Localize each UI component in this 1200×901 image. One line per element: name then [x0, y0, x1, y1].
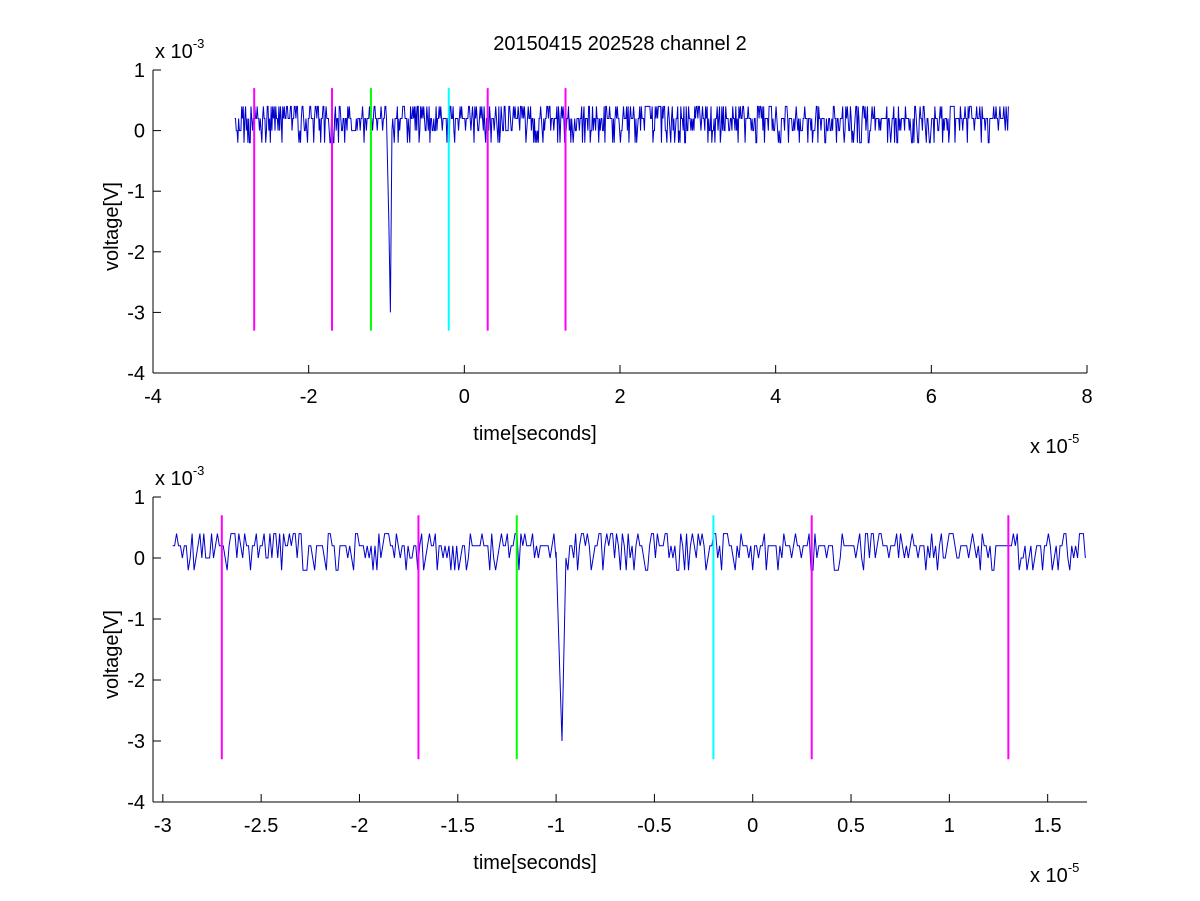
y-tick-label: -1 [127, 181, 145, 203]
chart-title: 20150415 202528 channel 2 [493, 33, 747, 55]
y-exponent-label: x 10-3 [155, 36, 204, 63]
voltage-series-line [234, 105, 1009, 313]
y-tick-label: -3 [127, 302, 145, 324]
x-axis-label: time[seconds] [473, 852, 596, 874]
y-exponent-power: -3 [193, 36, 205, 51]
y-axis-label: voltage[V] [101, 610, 123, 699]
y-tick-label: -2 [127, 242, 145, 264]
x-tick-label: 0 [459, 386, 470, 408]
y-exponent-base: x 10 [155, 468, 193, 490]
x-tick-label: -2 [300, 386, 318, 408]
y-exponent-base: x 10 [155, 41, 193, 63]
x-tick-label: -1 [547, 815, 565, 837]
x-tick-label: 1 [944, 815, 955, 837]
y-tick-label: 0 [134, 121, 145, 143]
y-tick-label: -4 [127, 792, 145, 814]
x-exponent-base: x 10 [1030, 436, 1068, 458]
x-exponent-label: x 10-5 [1030, 860, 1079, 887]
x-tick-label: 2 [614, 386, 625, 408]
y-tick-label: -1 [127, 609, 145, 631]
x-tick-label: -0.5 [637, 815, 671, 837]
x-exponent-power: -5 [1068, 860, 1080, 875]
x-tick-label: -2.5 [244, 815, 278, 837]
x-tick-label: 0 [747, 815, 758, 837]
y-axis-label: voltage[V] [101, 182, 123, 271]
y-tick-label: -3 [127, 731, 145, 753]
x-tick-label: -4 [144, 386, 162, 408]
x-tick-label: 1.5 [1034, 815, 1062, 837]
x-axis-label: time[seconds] [473, 423, 596, 445]
bottom-plot: -3 -2.5 -2 -1.5 -1 -0.5 0 0.5 1 1.5 -4 -3 -2 -1 0 1 time… [101, 463, 1087, 887]
voltage-series-line [172, 533, 1086, 742]
y-tick-label: 1 [134, 487, 145, 509]
x-tick-label: -1.5 [441, 815, 475, 837]
y-exponent-label: x 10-3 [155, 463, 204, 490]
x-tick-label: -3 [154, 815, 172, 837]
y-tick-label: 1 [134, 60, 145, 82]
top-plot: 20150415 202528 channel 2 -4 -2 0 2 4 6 8 -4 -3 -… [101, 33, 1093, 458]
x-tick-label: 6 [926, 386, 937, 408]
x-tick-label: 4 [770, 386, 781, 408]
y-tick-label: -4 [127, 363, 145, 385]
y-tick-label: 0 [134, 548, 145, 570]
x-exponent-power: -5 [1068, 431, 1080, 446]
y-tick-label: -2 [127, 670, 145, 692]
x-tick-label: 8 [1081, 386, 1092, 408]
x-tick-label: -2 [351, 815, 369, 837]
x-exponent-label: x 10-5 [1030, 431, 1079, 458]
x-tick-label: 0.5 [837, 815, 865, 837]
x-exponent-base: x 10 [1030, 865, 1068, 887]
y-exponent-power: -3 [193, 463, 205, 478]
